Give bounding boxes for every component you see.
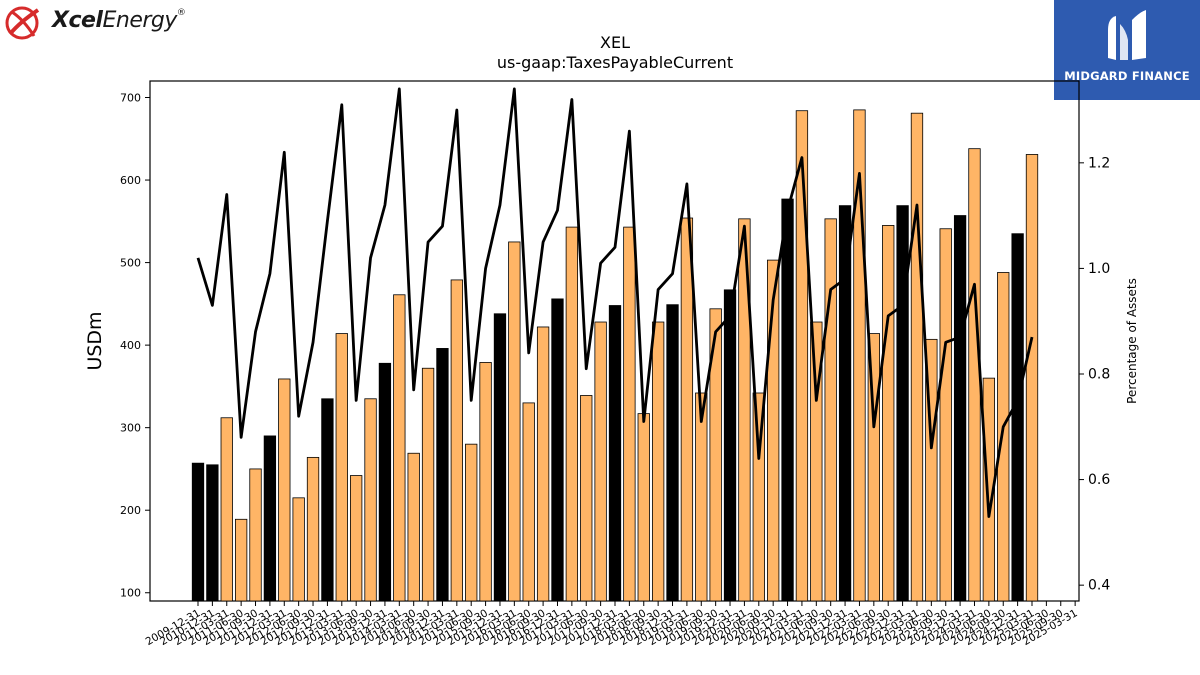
y-tick-label: 100 — [120, 587, 141, 600]
y-tick-label: 300 — [120, 422, 141, 435]
bar — [249, 468, 262, 602]
bar — [335, 333, 348, 602]
bar — [393, 294, 406, 602]
y2-tick-label: 1.0 — [1088, 261, 1110, 277]
bar — [206, 464, 219, 602]
midgard-finance-logo: MIDGARD FINANCE — [1054, 0, 1200, 100]
bar — [565, 226, 579, 602]
xcel-energy-wordmark: XcelEnergy® — [52, 8, 186, 33]
bar — [781, 198, 794, 602]
chart-title: XEL — [600, 33, 630, 52]
bar — [350, 475, 363, 602]
y-axis-label: USDm — [84, 311, 106, 370]
bar — [968, 148, 981, 602]
bar — [220, 417, 233, 602]
bar — [695, 392, 708, 602]
bar — [407, 452, 420, 602]
y2-tick-label: 0.8 — [1088, 366, 1110, 382]
bar — [306, 456, 320, 602]
bar — [364, 398, 377, 602]
bar — [278, 378, 291, 602]
bar — [838, 205, 852, 602]
y2-tick-label: 0.4 — [1088, 578, 1110, 594]
y-tick-label: 500 — [120, 257, 141, 270]
bar — [723, 289, 737, 602]
bar — [824, 218, 837, 602]
bar — [953, 215, 967, 602]
y2-tick-label: 0.6 — [1088, 472, 1110, 488]
chart-subtitle: us-gaap:TaxesPayableCurrent — [497, 53, 733, 72]
bar — [263, 435, 277, 602]
bar — [939, 228, 952, 602]
bar — [651, 321, 665, 602]
x-axis: 2009-12-312010-12-312011-03-312011-06-30… — [144, 601, 1080, 648]
bar — [608, 305, 622, 602]
y-tick-label: 400 — [120, 339, 141, 352]
bar — [795, 110, 809, 602]
bar — [508, 241, 521, 602]
bar — [666, 304, 679, 602]
bar — [479, 362, 492, 602]
bar — [522, 402, 535, 602]
y-tick-label: 200 — [120, 504, 141, 517]
bar — [465, 443, 478, 602]
bar — [1011, 233, 1024, 602]
bar — [536, 326, 550, 602]
percentage-line — [196, 87, 1034, 518]
bar — [234, 518, 248, 602]
xcel-energy-logo: XcelEnergy® — [4, 4, 194, 42]
line-series — [196, 87, 1034, 518]
xcel-swoosh-icon — [5, 6, 40, 40]
y-tick-label: 600 — [120, 174, 141, 187]
bar — [594, 321, 607, 602]
bar — [421, 367, 435, 602]
bar-series — [191, 109, 1039, 602]
bar — [580, 395, 593, 602]
bar — [997, 272, 1010, 602]
bar — [378, 362, 392, 602]
bar — [493, 313, 507, 602]
bar — [450, 279, 463, 602]
bar — [191, 462, 205, 602]
y2-tick-label: 1.2 — [1088, 155, 1110, 171]
bar — [637, 413, 650, 602]
midgard-m-icon — [1108, 10, 1146, 60]
y2-axis-label: Percentage of Assets — [1125, 278, 1139, 404]
bar — [882, 225, 895, 602]
midgard-finance-text: MIDGARD FINANCE — [1064, 69, 1190, 83]
bar — [680, 217, 694, 602]
y-axis-left: 100 200 300 400 500 600 700 — [120, 92, 150, 600]
bar — [896, 205, 909, 602]
bar — [910, 112, 924, 602]
bar — [1025, 154, 1039, 602]
y-tick-label: 700 — [120, 92, 141, 105]
bar — [436, 348, 449, 602]
y-axis-right: 0.4 0.6 0.8 1.0 1.2 — [1079, 155, 1110, 594]
bar — [623, 226, 636, 602]
bar — [551, 298, 564, 602]
bar — [292, 497, 305, 602]
bar — [321, 398, 334, 602]
